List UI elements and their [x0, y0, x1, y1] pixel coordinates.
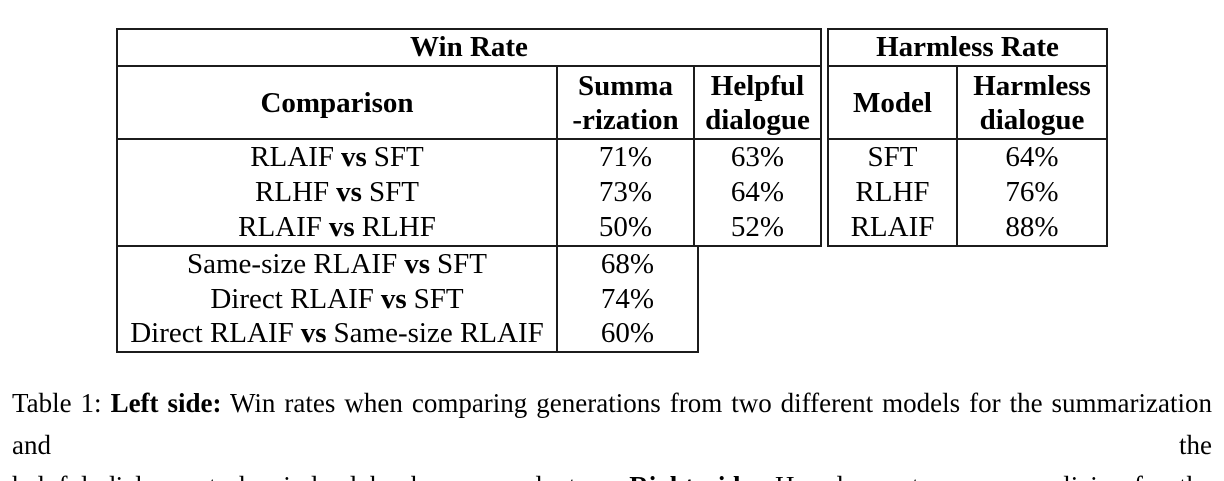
model-a: RLAIF	[238, 211, 322, 243]
harmless-rate-group-header: Harmless Rate	[829, 30, 1106, 67]
column-header-summarization-line1: Summa	[577, 69, 674, 102]
cell-model: RLAIF	[829, 210, 958, 245]
cell-model: SFT	[829, 140, 958, 175]
caption-label: Table 1:	[12, 388, 111, 418]
table-row: Direct RLAIF vs Same-size RLAIF 60%	[118, 316, 697, 352]
cell-comparison: Direct RLAIF vs SFT	[118, 281, 558, 317]
cell-summarization-value: 68%	[600, 247, 655, 280]
cell-summarization-value: 73%	[558, 175, 695, 210]
cell-comparison: RLHF vs SFT	[118, 175, 558, 210]
column-header-summarization-line2: -rization	[572, 103, 679, 136]
model-b: SFT	[368, 176, 419, 208]
cell-harmless-value: 88%	[1005, 211, 1059, 243]
model-a: RLHF	[255, 176, 330, 208]
column-header-harmless-line1: Harmless	[973, 69, 1091, 102]
caption-line-1: Table 1: Left side: Win rates when compa…	[12, 383, 1212, 466]
cell-model: RLHF	[829, 175, 958, 210]
model-a: Direct RLAIF	[130, 317, 294, 350]
caption-text: Win rates when comparing generations fro…	[12, 388, 1212, 460]
cell-summarization-value: 71%	[558, 140, 695, 175]
cell-comparison: RLAIF vs SFT	[118, 140, 558, 175]
model-a: RLAIF	[250, 141, 334, 173]
table-row: Direct RLAIF vs SFT 74%	[118, 281, 697, 317]
table-row: RLHF 76%	[829, 175, 1106, 210]
model-a: Direct RLAIF	[210, 282, 374, 315]
model-b: Same-size RLAIF	[333, 317, 544, 350]
model-b: SFT	[413, 282, 464, 315]
cell-summarization-value: 60%	[600, 317, 655, 350]
vs-label: vs	[341, 141, 367, 173]
caption-text: helpful dialogue tasks, judged by human …	[12, 471, 629, 481]
column-header-harmless-line2: dialogue	[979, 103, 1085, 136]
column-header-harmless-dialogue: Harmless dialogue	[958, 67, 1106, 138]
vs-label: vs	[328, 211, 355, 243]
cell-helpful-value: 64%	[730, 176, 785, 208]
harmless-rate-table: Harmless Rate Model Harmless dialogue SF…	[827, 28, 1108, 247]
model-b: RLHF	[361, 211, 436, 243]
cell-harmless-value: 76%	[1005, 176, 1059, 208]
harmless-rate-column-headers: Model Harmless dialogue	[829, 67, 1106, 140]
win-rate-rows-top: RLAIF vs SFT 71% 63% RLHF vs SFT 73% 64% RLA…	[118, 140, 820, 245]
table-row: RLAIF vs RLHF 50% 52%	[118, 210, 820, 245]
cell-helpful-value: 52%	[730, 211, 785, 243]
caption-text: Harmless rates across policies for the h…	[12, 471, 1212, 481]
win-rate-table-bottom-block: Same-size RLAIF vs SFT 68% Direct RLAIF vs S…	[116, 247, 699, 353]
model-b: SFT	[373, 141, 424, 173]
vs-label: vs	[300, 317, 327, 350]
caption-right-side-label: Right side:	[629, 471, 761, 481]
cell-comparison: Same-size RLAIF vs SFT	[118, 247, 558, 282]
column-header-helpful-line1: Helpful	[710, 69, 805, 102]
table-row: RLAIF 88%	[829, 210, 1106, 245]
column-header-summarization: Summa -rization	[558, 67, 695, 138]
caption-line-2: helpful dialogue tasks, judged by human …	[12, 466, 1212, 481]
table-row: RLHF vs SFT 73% 64%	[118, 175, 820, 210]
vs-label: vs	[404, 247, 431, 280]
model-b: SFT	[437, 247, 487, 280]
cell-helpful-value: 63%	[730, 141, 785, 173]
model-a: Same-size RLAIF	[187, 247, 398, 280]
cell-summarization-value: 50%	[558, 210, 695, 245]
cell-comparison: RLAIF vs RLHF	[118, 210, 558, 245]
column-header-comparison: Comparison	[118, 67, 558, 138]
column-header-helpful-line2: dialogue	[705, 103, 810, 136]
caption-left-side-label: Left side:	[110, 388, 222, 418]
table-row: Same-size RLAIF vs SFT 68%	[118, 247, 697, 282]
win-rate-group-header: Win Rate	[118, 30, 820, 67]
cell-harmless-value: 64%	[1005, 141, 1059, 173]
win-rate-rows-bottom: Same-size RLAIF vs SFT 68% Direct RLAIF vs S…	[118, 247, 697, 352]
harmless-rate-rows: SFT 64% RLHF 76% RLAIF 88%	[829, 140, 1106, 245]
column-header-helpful-dialogue: Helpful dialogue	[695, 67, 820, 138]
vs-label: vs	[380, 282, 407, 315]
column-header-model: Model	[829, 67, 958, 138]
vs-label: vs	[336, 176, 362, 208]
cell-summarization-value: 74%	[600, 282, 655, 315]
table-row: RLAIF vs SFT 71% 63%	[118, 140, 820, 175]
win-rate-table: Win Rate Comparison Summa -rization Help…	[116, 28, 822, 247]
win-rate-column-headers: Comparison Summa -rization Helpful dialo…	[118, 67, 820, 140]
table-caption: Table 1: Left side: Win rates when compa…	[12, 383, 1212, 481]
table-row: SFT 64%	[829, 140, 1106, 175]
cell-comparison: Direct RLAIF vs Same-size RLAIF	[118, 316, 558, 352]
